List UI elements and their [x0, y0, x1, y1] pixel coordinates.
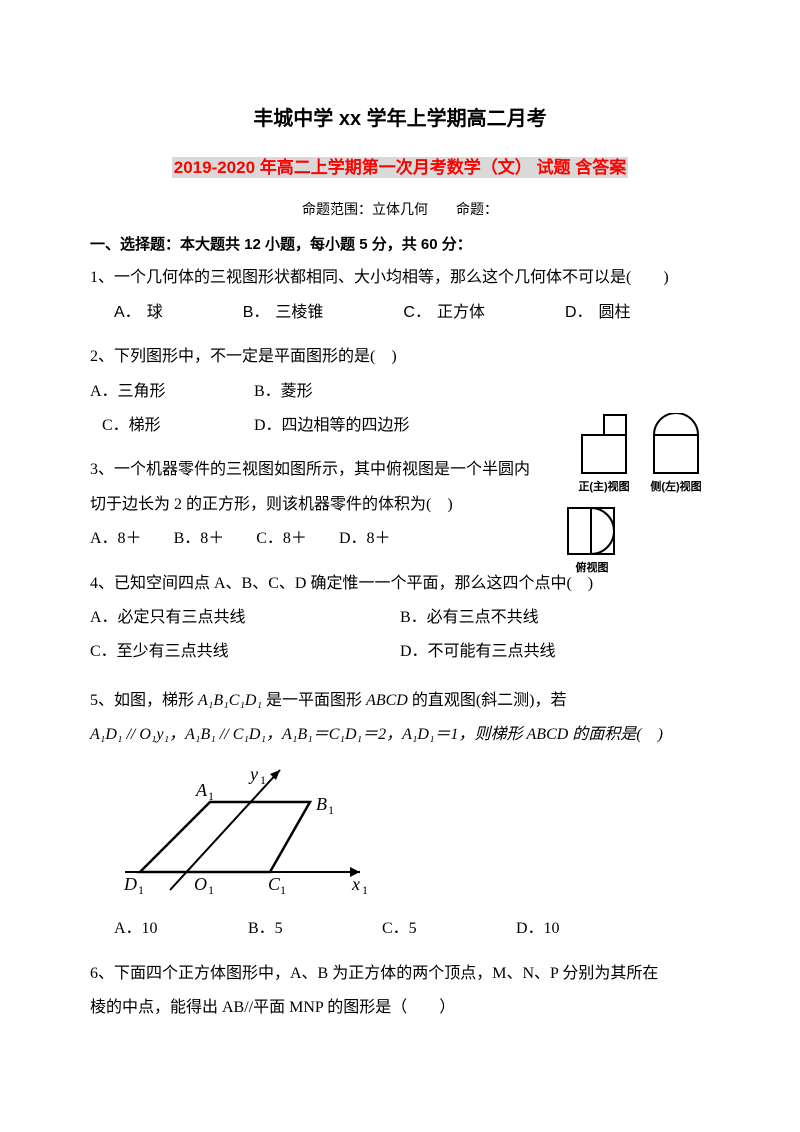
q2-opt-a: A．三角形 [90, 377, 250, 407]
label-d1: D [123, 874, 137, 894]
question-6: 6、下面四个正方体图形中，A、B 为正方体的两个顶点，M、N、P 分别为其所在 … [90, 959, 710, 1024]
q1-opt-c: C．正方体 [403, 298, 523, 328]
q3-stem-line1: 3、一个机器零件的三视图如图所示，其中俯视图是一个半圆内 [90, 455, 540, 485]
svg-text:1: 1 [328, 803, 334, 817]
question-3: 3、一个机器零件的三视图如图所示，其中俯视图是一个半圆内 切于边长为 2 的正方… [90, 455, 710, 554]
scope-label: 命题范围：立体几何 [302, 203, 428, 218]
label-y1: y [248, 764, 258, 784]
svg-text:1: 1 [260, 773, 266, 787]
subtitle-year: 2019-2020 [174, 158, 255, 177]
q4-stem: 4、已知空间四点 A、B、C、D 确定惟一一个平面，那么这四个点中( ) [90, 569, 710, 599]
q5-opt-d: D．10 [516, 914, 646, 944]
q1-stem: 1、一个几何体的三视图形状都相同、大小均相等，那么这个几何体不可以是( ) [90, 263, 710, 293]
q1-opt-b: B．三棱锥 [243, 298, 362, 328]
svg-text:1: 1 [208, 883, 214, 897]
side-view-icon [648, 413, 704, 475]
label-a1: A [195, 780, 208, 800]
q6-stem-line2: 棱的中点，能得出 AB//平面 MNP 的图形是（ ） [90, 993, 710, 1023]
question-4: 4、已知空间四点 A、B、C、D 确定惟一一个平面，那么这四个点中( ) A．必… [90, 569, 710, 672]
q3-opt-b: B．8＋ [174, 524, 225, 554]
three-view-diagram: 正(主)视图 侧(左)视图 俯视图 [560, 413, 720, 579]
svg-text:1: 1 [280, 883, 286, 897]
q3-opt-d: D．8＋ [339, 524, 391, 554]
q4-opt-b: B．必有三点不共线 [400, 603, 710, 633]
q2-opt-d: D．四边相等的四边形 [254, 417, 410, 434]
q1-opt-a: A．球 [114, 298, 201, 328]
front-view-icon [576, 413, 632, 475]
page-title: 丰城中学 xx 学年上学期高二月考 [90, 100, 710, 138]
q4-opt-c: C．至少有三点共线 [90, 637, 400, 667]
q2-opt-c: C．梯形 [102, 411, 250, 441]
question-1: 1、一个几何体的三视图形状都相同、大小均相等，那么这个几何体不可以是( ) A．… [90, 263, 710, 328]
q3-stem-line2: 切于边长为 2 的正方形，则该机器零件的体积为( ) [90, 490, 540, 520]
q5-opt-c: C．5 [382, 914, 512, 944]
q5-opt-b: B．5 [248, 914, 378, 944]
q4-opt-a: A．必定只有三点共线 [90, 603, 400, 633]
side-view-label: 侧(左)视图 [648, 477, 704, 498]
q5-opt-a: A．10 [114, 914, 244, 944]
q3-opt-a: A．8＋ [90, 524, 142, 554]
label-x1: x [351, 874, 360, 894]
q5-stem-line2: A₁D₁ // O₁y₁，A₁B₁ // C₁D₁，A₁B₁＝C₁D₁＝2，A₁… [90, 720, 710, 750]
svg-text:1: 1 [208, 789, 214, 803]
q2-opt-b: B．菱形 [254, 383, 313, 400]
subtitle-rest: 年高二上学期第一次月考数学（文） 试题 含答案 [260, 158, 626, 177]
subtitle: 2019-2020 年高二上学期第一次月考数学（文） 试题 含答案 [90, 152, 710, 184]
section-heading: 一、选择题：本大题共 12 小题，每小题 5 分，共 60 分： [90, 231, 710, 260]
q1-opt-d: D．圆柱 [565, 298, 669, 328]
q6-stem-line1: 6、下面四个正方体图形中，A、B 为正方体的两个顶点，M、N、P 分别为其所在 [90, 959, 710, 989]
q5-figure: A 1 B 1 C 1 D 1 O 1 x 1 y 1 [120, 762, 710, 902]
scope-line: 命题范围：立体几何 命题： [90, 198, 710, 225]
q2-stem: 2、下列图形中，不一定是平面图形的是( ) [90, 342, 710, 372]
q4-opt-d: D．不可能有三点共线 [400, 637, 710, 667]
front-view-label: 正(主)视图 [576, 477, 632, 498]
scope-author: 命题： [456, 203, 498, 218]
svg-text:1: 1 [362, 883, 368, 897]
q3-opt-c: C．8＋ [256, 524, 307, 554]
svg-text:1: 1 [138, 883, 144, 897]
label-o1: O [194, 874, 207, 894]
question-5: 5、如图，梯形 A₁B₁C₁D₁ 是一平面图形 ABCD 的直观图(斜二测)，若… [90, 686, 710, 945]
top-view-icon [564, 506, 620, 556]
q5-stem-line1: 5、如图，梯形 A₁B₁C₁D₁ 是一平面图形 ABCD 的直观图(斜二测)，若 [90, 686, 710, 716]
label-b1: B [316, 794, 327, 814]
